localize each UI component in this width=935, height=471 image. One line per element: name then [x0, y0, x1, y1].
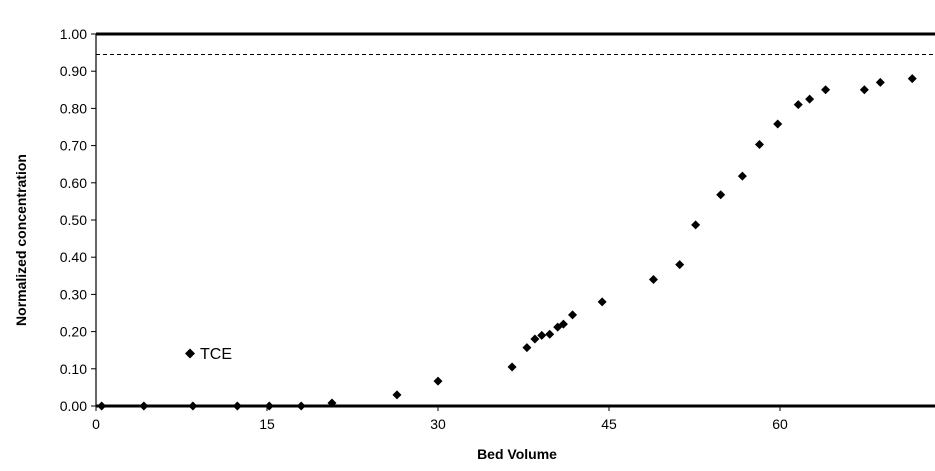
data-point — [139, 401, 149, 411]
data-point — [188, 401, 198, 411]
y-tick-label: 0.00 — [60, 398, 87, 414]
data-point — [545, 329, 555, 339]
x-tick-label: 45 — [601, 416, 617, 432]
x-axis: 015304560759 — [92, 406, 788, 432]
legend-marker-tce — [185, 348, 195, 359]
data-series-tce — [97, 74, 917, 411]
data-point — [859, 85, 869, 95]
data-point — [875, 77, 885, 87]
y-tick-label: 1.00 — [60, 26, 87, 42]
data-point — [754, 139, 764, 149]
x-axis-title: Bed Volume — [477, 446, 557, 462]
y-tick-label: 0.70 — [60, 138, 87, 154]
data-point — [597, 297, 607, 307]
data-point — [648, 275, 658, 285]
legend-label-tce: TCE — [200, 346, 232, 363]
data-point — [691, 220, 701, 230]
data-point — [522, 343, 532, 353]
data-point — [568, 310, 578, 320]
x-tick-label: 15 — [259, 416, 275, 432]
y-axis-title: Normalized concentration — [13, 154, 29, 326]
x-tick-label: 60 — [772, 416, 788, 432]
data-point — [821, 85, 831, 95]
data-point — [558, 319, 568, 329]
data-point — [907, 74, 917, 84]
data-point — [392, 390, 402, 400]
data-point — [264, 401, 274, 411]
x-tick-label: 0 — [92, 416, 100, 432]
y-tick-label: 0.60 — [60, 175, 87, 191]
data-point — [675, 260, 685, 270]
data-point — [296, 401, 306, 411]
data-point — [97, 401, 107, 411]
data-point — [327, 398, 337, 408]
y-tick-label: 0.40 — [60, 249, 87, 265]
y-tick-label: 0.50 — [60, 212, 87, 228]
y-tick-label: 0.90 — [60, 63, 87, 79]
y-tick-label: 0.30 — [60, 286, 87, 302]
data-point — [433, 376, 443, 386]
data-point — [805, 94, 815, 104]
y-tick-label: 0.80 — [60, 100, 87, 116]
data-point — [793, 100, 803, 110]
data-point — [537, 330, 547, 340]
x-tick-label: 30 — [430, 416, 446, 432]
y-tick-label: 0.10 — [60, 361, 87, 377]
data-point — [737, 171, 747, 181]
y-axis: 0.00 0.10 0.20 0.30 0.40 0.50 0.60 0.70 0.80 0.90… — [60, 26, 96, 414]
data-point — [232, 401, 242, 411]
legend: TCE — [185, 346, 232, 363]
y-tick-label: 0.20 — [60, 324, 87, 340]
data-point — [773, 119, 783, 129]
data-point — [716, 190, 726, 200]
data-point — [530, 334, 540, 344]
data-point — [507, 362, 517, 372]
